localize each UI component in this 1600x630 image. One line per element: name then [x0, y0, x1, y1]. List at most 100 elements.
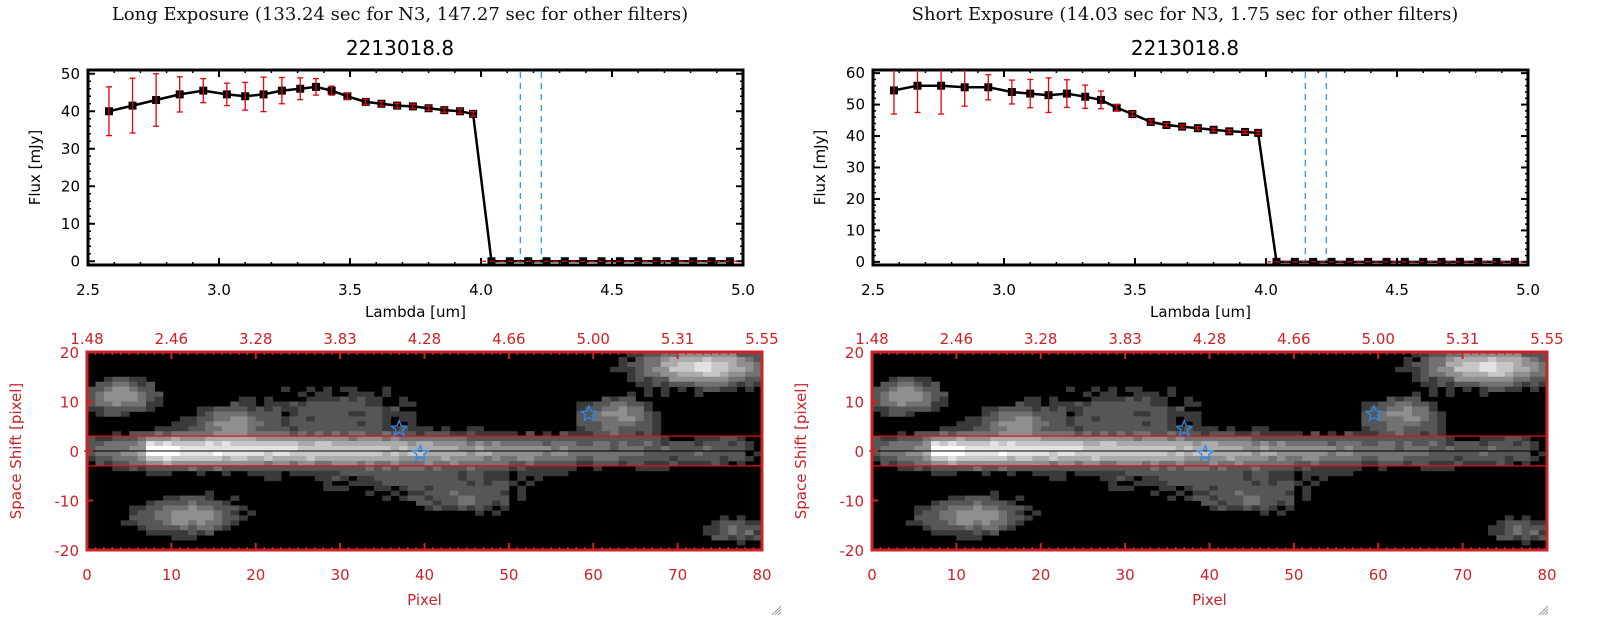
image-pixel [222, 426, 231, 432]
image-pixel [179, 436, 189, 442]
image-pixel [1521, 451, 1531, 457]
image-pixel [247, 416, 257, 422]
image-pixel [230, 401, 240, 407]
image-pixel [947, 431, 957, 437]
image-pixel [981, 525, 991, 531]
image-pixel [179, 530, 189, 536]
image-pixel [1496, 386, 1506, 392]
image-pixel [1378, 460, 1388, 467]
image-pixel [584, 436, 594, 442]
image-pixel [1352, 451, 1362, 457]
image-pixel [230, 421, 240, 427]
image-pixel [694, 376, 704, 383]
image-pixel [449, 436, 459, 442]
image-pixel [508, 455, 518, 462]
image-pixel [525, 465, 535, 472]
image-pixel [576, 411, 586, 417]
image-pixel [677, 352, 687, 358]
top-wavelength-tick-label: 4.28 [1193, 330, 1226, 348]
image-pixel [508, 480, 518, 487]
image-pixel [382, 406, 392, 412]
image-pixel [407, 451, 417, 457]
image-pixel [905, 396, 915, 402]
image-pixel [610, 436, 619, 442]
image-pixel [1167, 495, 1177, 501]
image-pixel [1513, 535, 1523, 541]
image-pixel [719, 446, 729, 452]
image-pixel [931, 391, 940, 397]
image-pixel [441, 446, 451, 452]
image-pixel [990, 451, 999, 457]
image-pixel [1158, 470, 1168, 477]
image-pixel [1454, 376, 1464, 383]
image-pixel [1336, 451, 1345, 457]
image-pixel [188, 421, 198, 427]
image-pixel [559, 460, 569, 467]
image-pixel [1066, 441, 1075, 447]
image-pixel [1504, 460, 1514, 467]
image-pixel [348, 460, 358, 467]
image-pixel [652, 455, 662, 462]
image-pixel [264, 465, 274, 472]
image-pixel [146, 515, 155, 521]
image-pixel [973, 520, 983, 526]
image-pixel [1150, 475, 1160, 482]
image-pixel [1327, 431, 1337, 437]
image-pixel [1412, 460, 1421, 467]
image-pixel [1361, 421, 1371, 427]
image-pixel [1082, 406, 1092, 412]
image-pixel [905, 381, 915, 388]
image-pixel [475, 426, 484, 432]
image-pixel [1471, 361, 1480, 368]
image-pixel [424, 470, 434, 477]
image-pixel [931, 396, 940, 402]
y-tick-label: -10 [55, 493, 80, 511]
image-pixel [627, 376, 636, 383]
image-pixel [272, 421, 282, 427]
image-pixel [1496, 361, 1506, 368]
image-pixel [880, 451, 890, 457]
resize-grip-icon[interactable] [770, 604, 782, 616]
image-pixel [483, 465, 493, 472]
image-pixel [1479, 352, 1489, 358]
image-pixel [188, 436, 198, 442]
image-pixel [196, 510, 206, 516]
image-pixel [1521, 520, 1531, 526]
image-pixel [171, 426, 181, 432]
image-pixel [1091, 441, 1101, 447]
image-pixel [1386, 416, 1396, 422]
image-pixel [931, 401, 940, 407]
image-pixel [205, 515, 214, 521]
image-pixel [205, 431, 214, 437]
image-pixel [1150, 451, 1160, 457]
image-pixel [87, 441, 96, 447]
image-pixel [973, 436, 983, 442]
image-pixel [1158, 460, 1168, 467]
image-pixel [416, 485, 425, 491]
image-pixel [576, 451, 586, 457]
image-pixel [1361, 455, 1371, 462]
image-pixel [348, 391, 358, 397]
image-pixel [120, 520, 130, 526]
image-pixel [1032, 460, 1042, 467]
image-pixel [939, 451, 949, 457]
image-pixel [264, 421, 274, 427]
image-pixel [466, 500, 476, 506]
image-pixel [146, 451, 155, 457]
image-pixel [1032, 406, 1042, 412]
image-pixel [357, 446, 366, 452]
image-pixel [306, 431, 316, 437]
image-pixel [956, 455, 966, 462]
resize-grip-icon[interactable] [1537, 604, 1549, 616]
image-pixel [120, 401, 130, 407]
image-pixel [610, 421, 619, 427]
image-pixel [1150, 465, 1160, 472]
image-pixel [382, 431, 392, 437]
image-pixel [686, 441, 695, 447]
image-pixel [348, 455, 358, 462]
image-pixel [1454, 381, 1464, 388]
image-pixel [1192, 446, 1202, 452]
image-pixel [1251, 455, 1261, 462]
image-pixel [1201, 426, 1210, 432]
image-pixel [897, 441, 907, 447]
